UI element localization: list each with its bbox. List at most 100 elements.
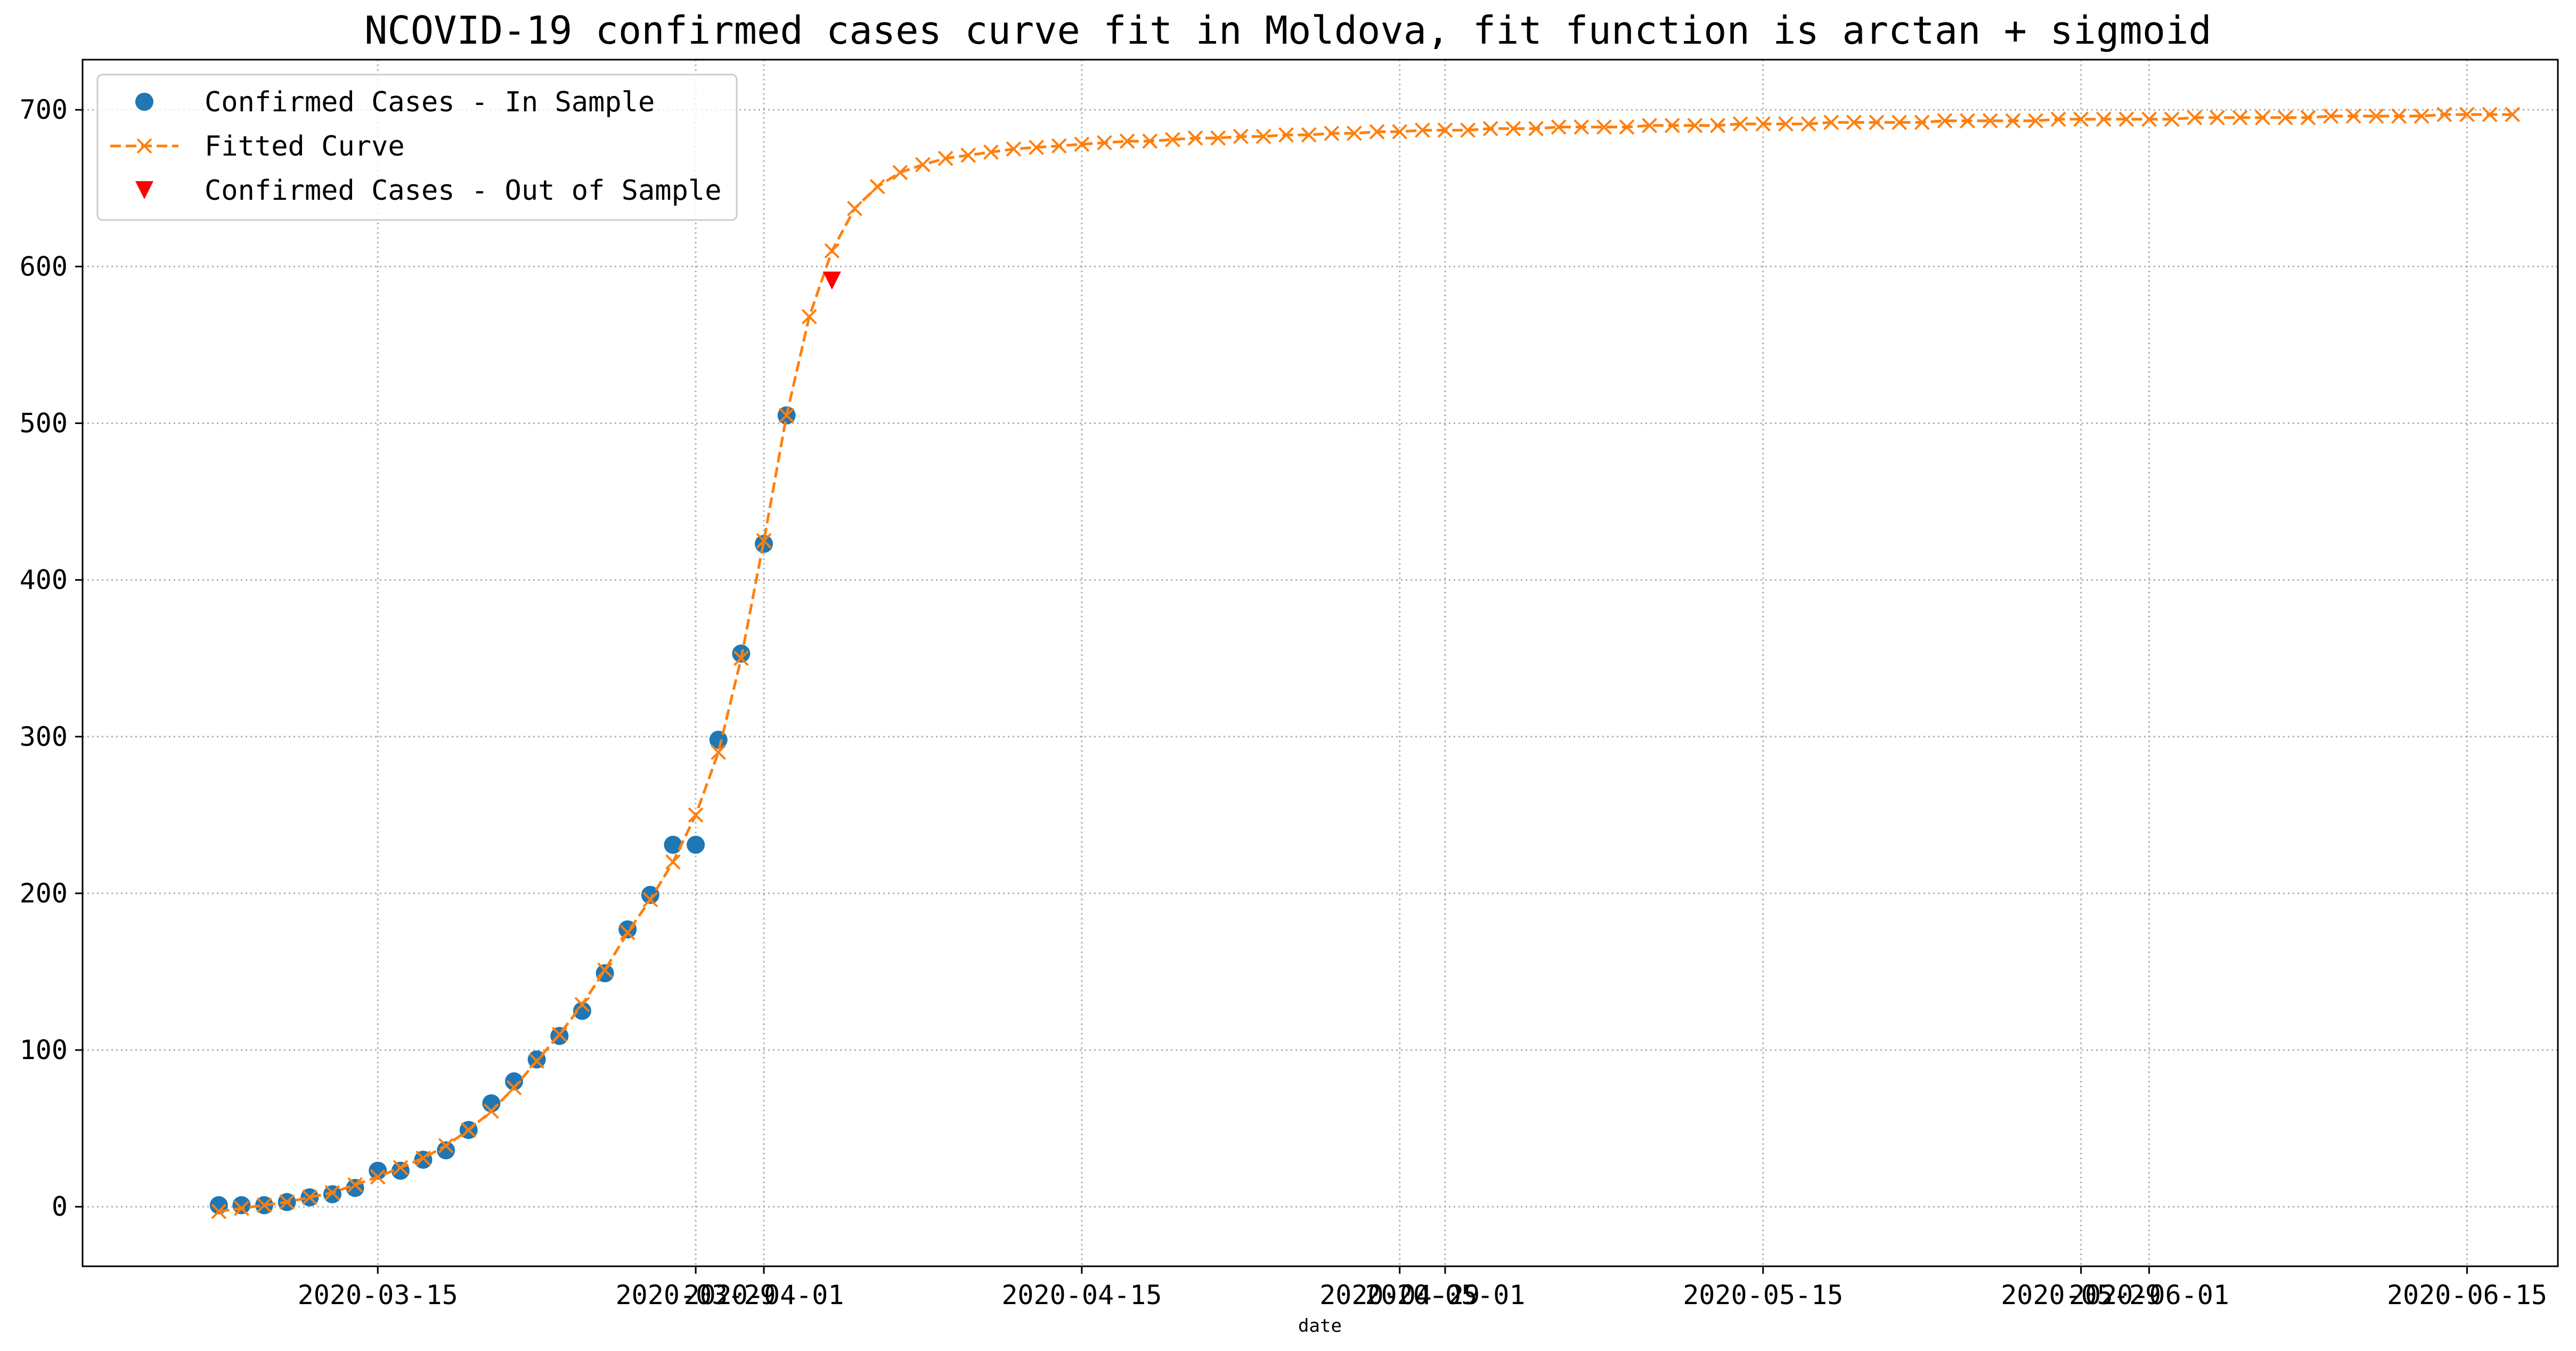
in-sample-point: [232, 1196, 251, 1215]
fitted-curve-marker: [847, 201, 862, 216]
fitted-curve-marker: [1755, 116, 1771, 132]
in-sample-point: [664, 835, 682, 854]
fitted-curve-marker: [211, 1203, 227, 1219]
fitted-curve-marker: [301, 1190, 317, 1205]
in-sample-point: [437, 1141, 455, 1160]
fitted-curve-marker: [801, 309, 817, 324]
fitted-curve-marker: [1823, 115, 1839, 131]
fitted-curve-marker: [1732, 116, 1748, 132]
in-sample-point: [369, 1161, 387, 1180]
fitted-curve-marker: [461, 1122, 477, 1138]
fitted-curve-marker: [256, 1197, 272, 1213]
legend-handle-out-of-sample: [135, 181, 153, 199]
fitted-curve-marker: [2300, 110, 2316, 126]
y-tick-label: 500: [20, 408, 68, 438]
fitted-curve-marker: [1982, 113, 1998, 129]
fitted-curve-marker: [2436, 107, 2452, 123]
fitted-curve-marker: [2028, 113, 2043, 129]
fitted-curve-marker: [1347, 125, 1362, 141]
fitted-curve-marker: [824, 243, 840, 259]
fitted-curve-marker: [506, 1080, 522, 1096]
y-tick-label: 400: [20, 565, 68, 596]
fitted-curve-marker: [1164, 132, 1180, 148]
fitted-curve-marker: [2323, 108, 2339, 124]
fitted-curve-marker: [1414, 122, 1430, 138]
fitted-curve-marker: [2391, 108, 2407, 124]
legend-label: Confirmed Cases - Out of Sample: [205, 175, 722, 207]
fitted-curve-marker: [1006, 141, 1022, 157]
fitted-curve-marker: [2005, 113, 2021, 129]
fitted-curve-marker: [2232, 110, 2248, 126]
fitted-curve-marker: [1960, 113, 1975, 129]
x-tick-label: 2020-06-15: [2387, 1280, 2547, 1311]
fitted-curve-marker: [665, 854, 681, 870]
fitted-curve-marker: [1142, 133, 1158, 149]
legend-handle-fitted-marker: [136, 138, 152, 154]
fitted-curve-marker: [2255, 110, 2271, 126]
x-axis-label: date: [1298, 1315, 1342, 1337]
fitted-curve-marker: [2482, 107, 2498, 123]
fitted-curve-marker: [711, 744, 727, 760]
plot-series: [209, 107, 2521, 1219]
axes-frame: [81, 59, 2559, 1267]
fitted-curve-marker: [1097, 135, 1112, 151]
fitted-curve-marker: [438, 1138, 454, 1153]
fitted-curve-marker: [347, 1177, 363, 1193]
legend-label: Confirmed Cases - In Sample: [205, 86, 655, 118]
x-tick-label: 2020-04-15: [1001, 1280, 1162, 1311]
fitted-curve-marker: [234, 1200, 249, 1216]
fitted-curve-marker: [1664, 118, 1680, 133]
fitted-curve-marker: [1256, 128, 1271, 144]
fitted-curve-marker: [1051, 138, 1067, 154]
fitted-curve-marker: [1210, 130, 1226, 146]
fitted-curve-marker: [2210, 110, 2225, 126]
fitted-curve-marker: [1324, 125, 1340, 141]
out-of-sample-point: [822, 271, 841, 290]
fitted-curve-marker: [1029, 140, 1045, 156]
fitted-curve-marker: [960, 148, 976, 163]
x-tick-label: 2020-05-29: [2001, 1280, 2161, 1311]
x-tick-label: 2020-03-29: [616, 1280, 776, 1311]
fitted-curve-marker: [2368, 108, 2384, 124]
fitted-curve-marker: [1778, 116, 1794, 132]
y-tick-label: 200: [20, 878, 68, 909]
fitted-curve-marker: [1460, 122, 1476, 138]
fitted-curve-marker: [2118, 111, 2134, 127]
fitted-curve-marker: [1119, 133, 1135, 149]
fitted-curve-marker: [2345, 108, 2361, 124]
fitted-curve-marker: [551, 1027, 567, 1043]
legend-handle-in-sample: [135, 93, 153, 111]
fitted-curve-marker: [1892, 115, 1907, 131]
x-tick-label: 2020-05-01: [1365, 1280, 1525, 1311]
fitted-curve-marker: [1642, 118, 1658, 133]
fitted-curve-marker: [574, 997, 590, 1013]
fitted-curve-marker: [2164, 111, 2180, 127]
fitted-curve-marker: [1800, 116, 1816, 132]
fitted-curve-marker: [1528, 121, 1544, 136]
x-tick-label: 2020-03-15: [298, 1280, 458, 1311]
fitted-curve-marker: [1301, 127, 1317, 143]
y-tick-label: 600: [20, 251, 68, 282]
fitted-curve-marker: [733, 650, 749, 666]
fitted-curve-marker: [1074, 136, 1090, 152]
fitted-curve-marker: [529, 1053, 545, 1069]
fitted-curve-marker: [1574, 119, 1589, 135]
fitted-curve-marker: [1937, 113, 1953, 129]
fitted-curve-marker: [393, 1160, 409, 1176]
fitted-curve-marker: [415, 1150, 431, 1166]
fitted-curve-marker: [1482, 121, 1498, 136]
fitted-curve-marker: [1551, 119, 1567, 135]
fitted-curve-marker: [1187, 130, 1203, 146]
fitted-curve-marker: [756, 533, 772, 549]
fitted-curve-marker: [2187, 110, 2203, 126]
fitted-curve-marker: [2277, 110, 2293, 126]
fitted-curve-marker: [1710, 118, 1725, 133]
fitted-curve-marker: [324, 1185, 340, 1201]
in-sample-point: [505, 1072, 524, 1090]
in-sample-point: [323, 1185, 341, 1203]
fitted-curve-marker: [983, 144, 999, 160]
fitted-curve-marker: [2141, 111, 2157, 127]
fitted-curve-marker: [2505, 107, 2521, 123]
